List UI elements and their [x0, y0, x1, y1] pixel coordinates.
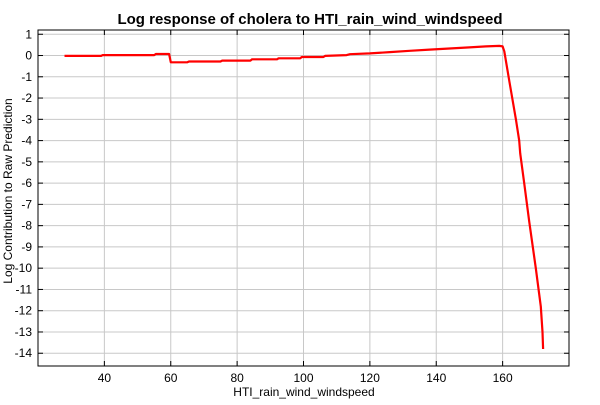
grid	[38, 30, 569, 366]
chart-title: Log response of cholera to HTI_rain_wind…	[117, 11, 502, 28]
y-tick-label: -13	[15, 325, 33, 339]
x-tick-label: 100	[293, 371, 313, 385]
y-tick-label: -2	[21, 91, 32, 105]
y-tick-label: -8	[21, 219, 32, 233]
y-tick-label: -3	[21, 112, 32, 126]
axis-ticks: 40 60 80 100 120 140 160 1 0 -1 -2 -3 -4 -5 -6 -7 -8 -9 -1…	[15, 27, 569, 385]
y-tick-label: -6	[21, 176, 32, 190]
y-tick-label: -9	[21, 240, 32, 254]
y-tick-label: -10	[15, 261, 33, 275]
y-axis-label: Log Contribution to Raw Prediction	[1, 98, 15, 283]
x-tick-label: 160	[493, 371, 513, 385]
y-tick-label: -11	[16, 282, 33, 296]
y-tick-label: -5	[21, 155, 32, 169]
x-tick-label: 60	[164, 371, 178, 385]
y-tick-label: -1	[21, 70, 32, 84]
y-tick-label: -14	[15, 346, 33, 360]
y-tick-label: -12	[15, 304, 33, 318]
x-tick-label: 120	[360, 371, 380, 385]
series-group	[64, 44, 545, 350]
y-tick-label: -7	[21, 197, 32, 211]
y-tick-label: -4	[21, 134, 32, 148]
y-tick-label: 1	[25, 27, 32, 41]
x-tick-label: 140	[426, 371, 446, 385]
x-axis-label: HTI_rain_wind_windspeed	[233, 385, 374, 399]
series-line	[64, 44, 545, 350]
x-tick-label: 80	[230, 371, 244, 385]
x-tick-label: 40	[98, 371, 112, 385]
y-tick-label: 0	[25, 49, 32, 63]
